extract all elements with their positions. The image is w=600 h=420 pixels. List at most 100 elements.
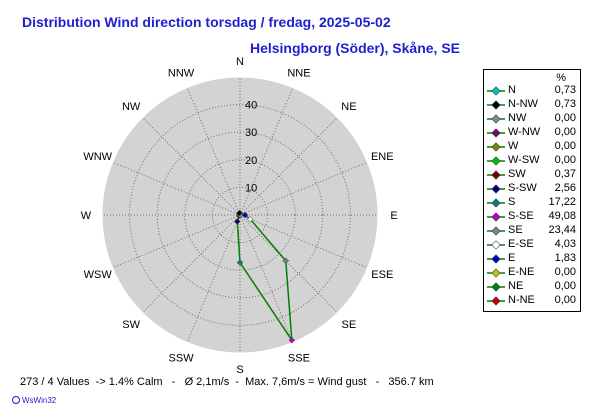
legend-value: 0,00	[554, 280, 576, 292]
legend-value: 49,08	[548, 210, 576, 222]
direction-label: ENE	[371, 151, 394, 163]
grid-ring	[129, 104, 351, 326]
data-point	[282, 257, 289, 264]
legend-label: W-NW	[508, 126, 541, 138]
grid-spoke	[239, 214, 368, 269]
legend-value: 23,44	[548, 224, 576, 236]
data-point	[234, 218, 241, 225]
legend: % N 0,73 N-NW 0,73 NW 0,00 W-NW 0,00 W 0,00 W-SW 0,…	[483, 69, 581, 312]
legend-value: 0,00	[554, 140, 576, 152]
r-tick-label: 10	[245, 182, 257, 194]
grid-spoke	[112, 161, 241, 216]
direction-label: WSW	[84, 269, 113, 281]
data-point	[236, 259, 244, 266]
direction-label: ESE	[371, 269, 393, 281]
legend-label: S-SW	[508, 182, 537, 194]
legend-value: 0,00	[554, 126, 576, 138]
data-point	[236, 209, 243, 217]
data-point	[241, 211, 249, 219]
legend-label: NE	[508, 280, 524, 292]
direction-label: NW	[122, 101, 141, 113]
legend-label: NW	[508, 112, 527, 124]
grid-spoke	[112, 214, 241, 269]
legend-label: N-NW	[508, 98, 538, 110]
direction-label: NE	[341, 101, 356, 113]
r-tick-label: 40	[245, 100, 257, 112]
legend-entry: S-SE 49,08	[484, 210, 580, 224]
legend-label: S-SE	[508, 210, 534, 222]
grid-spoke	[239, 214, 294, 343]
legend-entry: W-NW 0,00	[484, 126, 580, 140]
legend-value: 2,56	[554, 182, 576, 194]
legend-value: 0,73	[554, 98, 576, 110]
direction-label: S	[236, 364, 243, 376]
legend-swatch-icon	[487, 128, 505, 138]
legend-value: 1,83	[554, 252, 576, 264]
grid-spoke	[239, 161, 368, 216]
legend-entry: NE 0,00	[484, 280, 580, 294]
legend-swatch-icon	[487, 170, 505, 180]
direction-label: NNW	[168, 68, 195, 80]
legend-header: %	[556, 72, 566, 84]
legend-swatch-icon	[487, 100, 505, 110]
grid-ring	[184, 159, 296, 271]
legend-entry: SE 23,44	[484, 224, 580, 238]
legend-label: E	[508, 252, 516, 264]
legend-entry: E-SE 4,03	[484, 238, 580, 252]
legend-entry: N-NE 0,00	[484, 294, 580, 308]
legend-swatch-icon	[487, 268, 505, 278]
grid-spoke	[186, 214, 241, 343]
direction-label: SE	[342, 319, 357, 331]
grid-spoke	[142, 214, 241, 313]
grid-spoke	[239, 87, 294, 216]
direction-label: E	[390, 210, 397, 222]
r-tick-label: 30	[245, 127, 257, 139]
legend-value: 0,73	[554, 84, 576, 96]
legend-swatch-icon	[487, 296, 505, 306]
legend-swatch-icon	[487, 184, 505, 194]
grid-spoke	[186, 87, 241, 216]
legend-label: W	[508, 140, 519, 152]
direction-label: W	[81, 210, 92, 222]
footer-stats: 273 / 4 Values -> 1.4% Calm - Ø 2,1m/s -…	[20, 376, 434, 388]
legend-swatch-icon	[487, 198, 505, 208]
grid-spoke	[239, 214, 338, 313]
direction-label: SSW	[169, 352, 195, 364]
legend-swatch-icon	[487, 212, 505, 222]
direction-label: NNE	[287, 68, 310, 80]
legend-swatch-icon	[487, 156, 505, 166]
legend-label: N-NE	[508, 294, 535, 306]
legend-label: N	[508, 84, 516, 96]
legend-swatch-icon	[487, 282, 505, 292]
legend-value: 0,00	[554, 154, 576, 166]
chart-subtitle: Helsingborg (Söder), Skåne, SE	[249, 40, 460, 56]
globe-icon	[12, 396, 20, 404]
legend-value: 4,03	[554, 238, 576, 250]
legend-entry: W 0,00	[484, 140, 580, 154]
legend-value: 17,22	[548, 196, 576, 208]
legend-entry: N-NW 0,73	[484, 98, 580, 112]
legend-entry: S 17,22	[484, 196, 580, 210]
legend-entry: E 1,83	[484, 252, 580, 266]
credit-text: WsWin32	[22, 396, 57, 405]
legend-value: 0,00	[554, 112, 576, 124]
legend-entry: E-NE 0,00	[484, 266, 580, 280]
legend-swatch-icon	[487, 114, 505, 124]
data-point	[247, 216, 254, 223]
legend-value: 0,37	[554, 168, 576, 180]
legend-entry: NW 0,00	[484, 112, 580, 126]
legend-entry: S-SW 2,56	[484, 182, 580, 196]
data-point	[288, 336, 296, 344]
legend-label: E-NE	[508, 266, 535, 278]
legend-swatch-icon	[487, 254, 505, 264]
legend-swatch-icon	[487, 240, 505, 250]
legend-value: 0,00	[554, 294, 576, 306]
grid-ring	[156, 131, 324, 299]
legend-label: SW	[508, 168, 526, 180]
legend-swatch-icon	[487, 86, 505, 96]
r-tick-label: 20	[245, 155, 257, 167]
legend-label: E-SE	[508, 238, 534, 250]
legend-entry: N 0,73	[484, 84, 580, 98]
legend-value: 0,00	[554, 266, 576, 278]
